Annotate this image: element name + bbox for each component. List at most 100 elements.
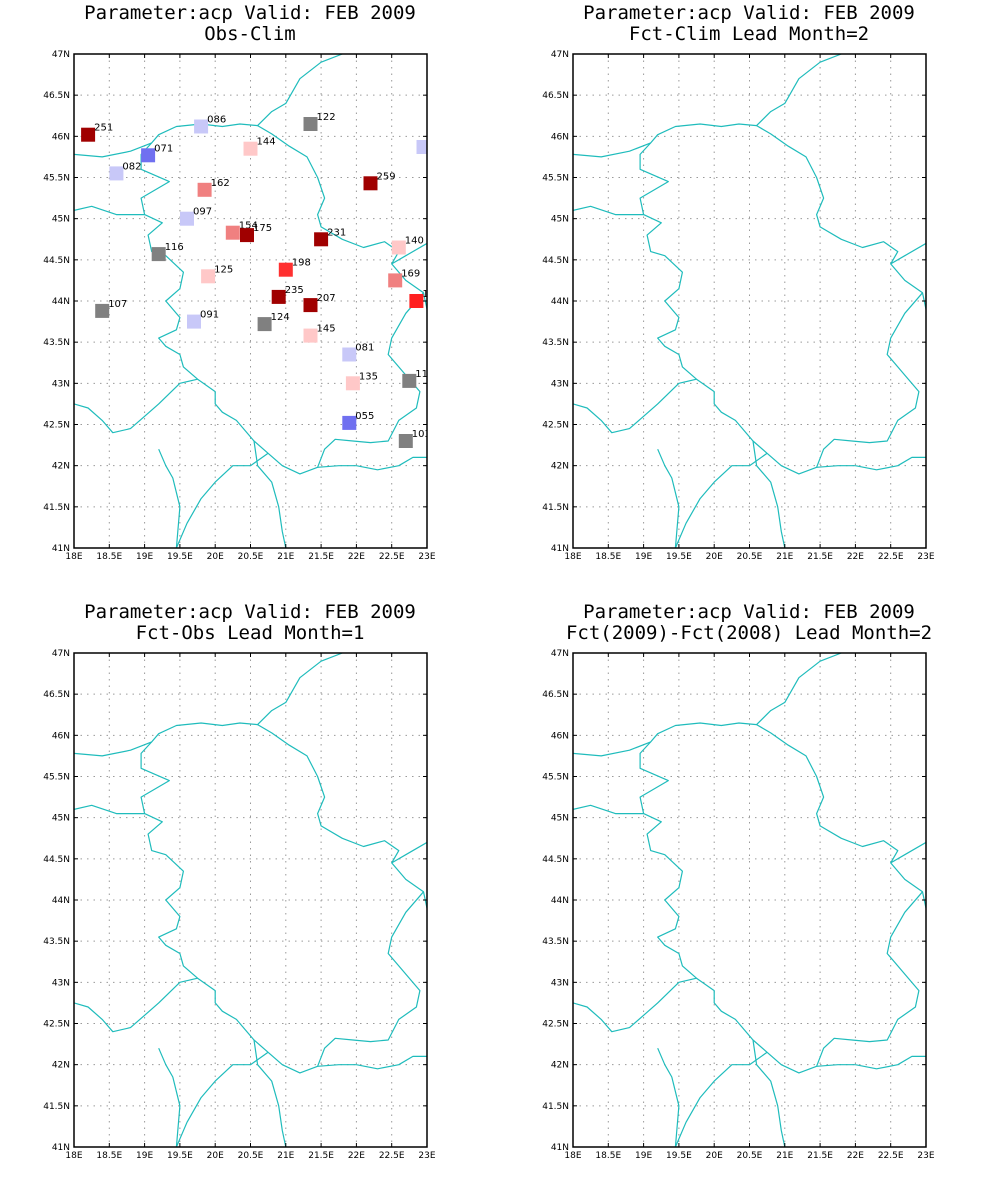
station-marker	[303, 117, 318, 131]
map-area	[573, 54, 926, 548]
panel-title: Parameter:acp Valid: FEB 2009	[583, 2, 915, 24]
station-label: 107	[108, 299, 127, 310]
lat-tick-label: 42N	[551, 462, 569, 472]
lon-tick-label: 21.5E	[308, 1151, 334, 1161]
station-marker	[402, 373, 417, 388]
lat-tick-label: 46N	[52, 731, 70, 741]
lat-tick-label: 46N	[52, 132, 70, 142]
station-marker	[109, 166, 124, 181]
station-label: 144	[257, 137, 276, 148]
station-marker	[187, 314, 201, 329]
station-marker	[257, 317, 272, 332]
lat-tick-label: 44N	[52, 297, 70, 307]
station-marker	[342, 415, 357, 430]
lat-tick-label: 44N	[551, 896, 569, 906]
lon-tick-label: 21.5E	[308, 552, 334, 562]
station-marker	[303, 328, 318, 343]
lat-tick-label: 41N	[52, 544, 70, 554]
lon-tick-label: 18.5E	[595, 1151, 621, 1161]
lat-tick-label: 46N	[551, 132, 569, 142]
panel-subtitle: Obs-Clim	[204, 23, 296, 45]
country-border	[573, 205, 644, 216]
lat-tick-label: 42N	[52, 462, 70, 472]
station-label: 259	[377, 171, 396, 182]
lat-tick-label: 46.5N	[43, 690, 70, 700]
country-border	[890, 841, 926, 864]
station-marker	[95, 303, 110, 318]
country-border	[74, 205, 145, 216]
station-label: 055	[355, 411, 374, 422]
station-marker	[416, 140, 427, 154]
country-border	[74, 54, 343, 158]
station-label: 135	[359, 371, 378, 382]
country-border	[573, 54, 842, 158]
country-border	[74, 378, 198, 434]
lon-tick-label: 18E	[564, 552, 581, 562]
station-marker	[271, 289, 286, 304]
lat-tick-label: 44N	[551, 297, 569, 307]
station-marker	[278, 262, 293, 277]
lat-tick-label: 44.5N	[43, 855, 70, 865]
lon-tick-label: 19.5E	[167, 1151, 193, 1161]
map-area	[573, 653, 926, 1147]
country-border	[674, 452, 768, 548]
panel-title: Parameter:acp Valid: FEB 2009	[84, 601, 416, 623]
lon-tick-label: 19E	[136, 552, 153, 562]
lat-tick-label: 43.5N	[43, 937, 70, 947]
station-marker	[225, 225, 240, 240]
lat-tick-label: 42.5N	[542, 1020, 569, 1030]
station-marker	[388, 273, 403, 288]
station-label: 187	[422, 289, 441, 300]
lon-tick-label: 20E	[706, 1151, 723, 1161]
lon-tick-label: 20.5E	[238, 552, 264, 562]
country-border	[158, 1047, 181, 1147]
lon-tick-label: 21E	[277, 1151, 294, 1161]
station-label: 145	[317, 324, 336, 335]
station-marker	[314, 232, 329, 247]
lat-tick-label: 45.5N	[542, 773, 569, 783]
lat-tick-label: 46.5N	[542, 690, 569, 700]
lon-tick-label: 21E	[776, 552, 793, 562]
lat-tick-label: 45.5N	[542, 174, 569, 184]
country-border	[657, 1047, 680, 1147]
lat-tick-label: 43N	[551, 379, 569, 389]
country-border	[74, 804, 145, 815]
station-marker	[303, 298, 318, 313]
station-marker	[345, 376, 360, 391]
lat-tick-label: 42.5N	[43, 421, 70, 431]
lon-tick-label: 20E	[207, 1151, 224, 1161]
lon-tick-label: 20.5E	[737, 552, 763, 562]
country-border	[573, 378, 697, 434]
station-label: 124	[271, 312, 290, 323]
lat-tick-label: 44.5N	[542, 855, 569, 865]
lat-tick-label: 46N	[551, 731, 569, 741]
station-label: 198	[292, 258, 311, 269]
station-marker	[363, 176, 378, 191]
country-border	[756, 724, 926, 909]
panel-title: Parameter:acp Valid: FEB 2009	[84, 2, 416, 24]
station-marker	[201, 269, 216, 284]
lat-tick-label: 41N	[551, 1143, 569, 1153]
lat-tick-label: 41.5N	[43, 503, 70, 513]
lat-tick-label: 46.5N	[43, 91, 70, 101]
country-border	[253, 440, 287, 548]
country-border	[674, 1051, 768, 1147]
lon-tick-label: 18.5E	[96, 552, 122, 562]
lon-tick-label: 22.5E	[878, 552, 904, 562]
lon-tick-label: 18E	[65, 1151, 82, 1161]
station-label: 235	[285, 285, 304, 296]
lat-tick-label: 47N	[551, 649, 569, 659]
lon-tick-label: 20E	[706, 552, 723, 562]
country-border	[657, 448, 680, 548]
station-marker	[81, 127, 96, 142]
country-border	[175, 452, 269, 548]
lon-tick-label: 21.5E	[807, 552, 833, 562]
map-panel-fct-fct: Parameter:acp Valid: FEB 2009Fct(2009)-F…	[542, 601, 935, 1161]
lon-tick-label: 23E	[917, 1151, 934, 1161]
station-label: 113	[415, 369, 434, 380]
country-border	[639, 142, 923, 475]
station-label: 169	[401, 268, 420, 279]
station-marker	[342, 347, 357, 362]
